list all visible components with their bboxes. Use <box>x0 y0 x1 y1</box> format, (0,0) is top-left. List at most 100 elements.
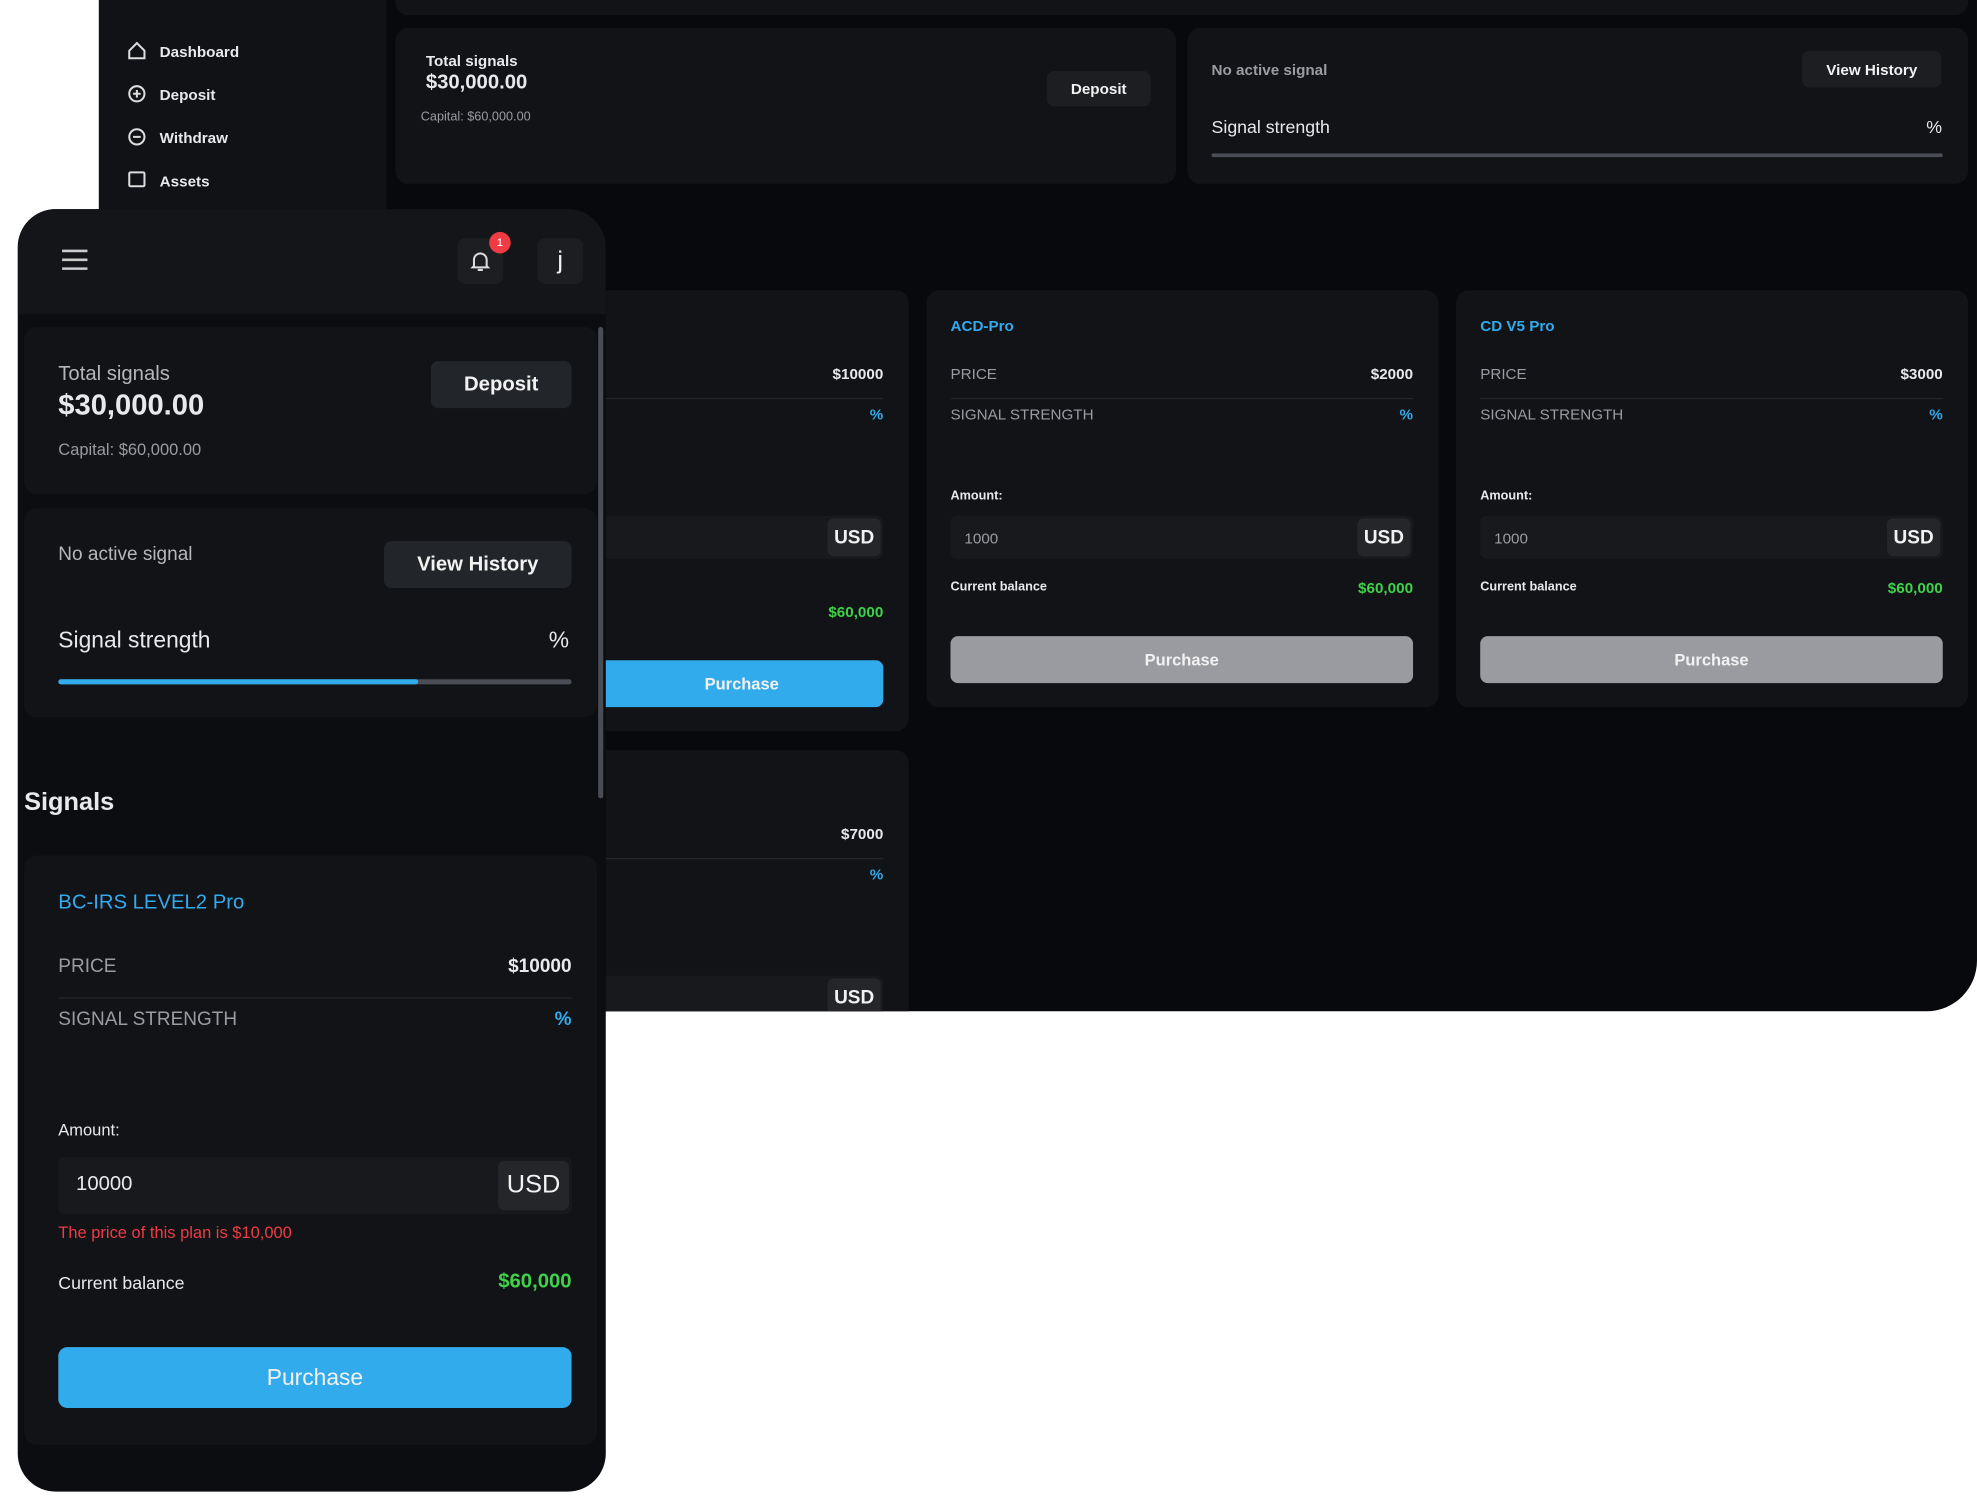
plan-card: BC-IRS LEVEL2 Pro PRICE $10000 SIGNAL ST… <box>24 855 597 1445</box>
divider <box>420 857 884 860</box>
notification-button[interactable] <box>457 238 504 284</box>
nav-icons <box>128 41 146 188</box>
plan-card: ACD-Pro PRICE $2000 SIGNAL STRENGTH % Am… <box>926 290 1439 708</box>
balance-card: Total signals $30,000.00 Capital: $60,00… <box>395 27 1177 184</box>
nav-item[interactable]: Dashboard <box>159 43 240 61</box>
capital: Capital: $60,000.00 <box>420 110 531 125</box>
balance-label: Current balance <box>58 1272 185 1293</box>
deposit-button[interactable]: Deposit <box>1046 70 1151 107</box>
balance-card: Total signals $30,000.00 Capital: $60,00… <box>24 326 597 495</box>
strength-value: % <box>548 627 570 653</box>
strength-label: SIGNAL STRENGTH <box>58 1008 238 1031</box>
nav-item[interactable]: Assets <box>159 172 210 191</box>
currency-label: USD <box>834 986 875 1009</box>
avatar-letter: j <box>557 246 563 275</box>
strength: % <box>869 405 884 424</box>
price: $2000 <box>1370 364 1414 383</box>
currency: USD <box>1887 518 1941 557</box>
price-label: PRICE <box>1480 364 1527 383</box>
plan-name: ACD-Pro <box>950 316 1014 335</box>
price: $3000 <box>1900 364 1943 383</box>
balance-label: Current balance <box>950 580 1047 595</box>
amount: $30,000.00 <box>425 72 528 94</box>
divider <box>420 397 884 400</box>
scrollbar <box>598 326 604 799</box>
progress <box>58 679 572 685</box>
bell-icon <box>470 252 491 271</box>
amount-input[interactable] <box>950 515 1414 559</box>
mobile-screen: 1 j Total signals $30,000.00 Capital: $6… <box>17 209 606 1492</box>
divider <box>58 997 572 999</box>
currency: USD <box>827 518 881 557</box>
header: 1 j <box>17 209 606 315</box>
price: $10000 <box>832 364 884 383</box>
plan-name: CD V5 Pro <box>1480 316 1555 335</box>
button-label: Purchase <box>704 674 779 694</box>
currency-label: USD <box>1363 526 1404 549</box>
amount: $30,000.00 <box>58 387 205 421</box>
capital: Capital: $60,000.00 <box>58 439 202 459</box>
history-button[interactable]: View History <box>383 541 572 589</box>
purchase-button[interactable]: Purchase <box>58 1347 572 1408</box>
button-label: Purchase <box>1144 650 1219 670</box>
deposit-button[interactable]: Deposit <box>430 361 572 409</box>
strength: % <box>554 1008 572 1031</box>
nav-item[interactable]: Deposit <box>159 86 216 104</box>
price: $7000 <box>841 825 884 843</box>
button-label: Purchase <box>266 1364 364 1390</box>
purchase-button[interactable]: Purchase <box>950 636 1414 684</box>
plan-name: BC-IRS LEVEL2 Pro <box>58 892 245 914</box>
strength-label: SIGNAL STRENGTH <box>950 405 1094 424</box>
placeholder: 1000 <box>1494 529 1528 548</box>
error: The price of this plan is $10,000 <box>58 1222 292 1242</box>
status: No active signal <box>1211 60 1328 79</box>
button-label: View History <box>1826 60 1918 78</box>
price: $10000 <box>508 955 572 978</box>
purchase-button[interactable]: Purchase <box>1480 636 1943 684</box>
strength: % <box>1929 405 1943 424</box>
currency: USD <box>1357 518 1411 557</box>
amount-label: Amount: <box>950 489 1003 504</box>
button-label: Purchase <box>1674 650 1749 670</box>
strength-label: SIGNAL STRENGTH <box>1480 405 1624 424</box>
amount-label: Amount: <box>1480 489 1533 504</box>
signal-card: No active signal View History Signal str… <box>1187 27 1969 184</box>
top-card <box>395 0 1969 16</box>
button-label: Deposit <box>464 373 539 395</box>
menu-icon[interactable] <box>61 248 89 271</box>
strength-label: Signal strength <box>1211 116 1330 137</box>
progress <box>1211 153 1943 158</box>
amount-input[interactable] <box>1480 515 1943 559</box>
balance: $60,000 <box>498 1271 572 1293</box>
divider <box>950 397 1414 400</box>
label: Total signals <box>425 51 518 70</box>
strength: % <box>1399 405 1414 424</box>
nav-item[interactable]: Withdraw <box>159 129 228 148</box>
button-label: Deposit <box>1070 79 1127 98</box>
history-button[interactable]: View History <box>1802 50 1942 88</box>
label: Total signals <box>58 363 170 386</box>
amount: 10000 <box>76 1173 133 1196</box>
balance: $60,000 <box>1887 579 1943 597</box>
currency-label: USD <box>1893 526 1934 549</box>
placeholder: 1000 <box>964 529 999 548</box>
desktop-screen: Dashboard Deposit Withdraw Assets Total … <box>98 0 1977 1012</box>
button-label: View History <box>417 553 539 575</box>
strength-label: Signal strength <box>58 627 211 653</box>
amount-label: Amount: <box>58 1120 120 1140</box>
signal-card: No active signal View History Signal str… <box>24 508 597 718</box>
section-title: Signals <box>24 788 115 817</box>
amount-input[interactable] <box>58 1157 572 1215</box>
plan-card: CD V5 Pro PRICE $3000 SIGNAL STRENGTH % … <box>1456 290 1969 708</box>
currency-label: USD <box>506 1170 561 1199</box>
avatar[interactable]: j <box>537 238 583 284</box>
divider <box>1480 397 1943 400</box>
price-label: PRICE <box>950 364 997 383</box>
strength: % <box>869 865 884 884</box>
currency: USD <box>498 1160 570 1211</box>
notification-badge: 1 <box>489 231 511 254</box>
balance-label: Current balance <box>1480 580 1577 595</box>
balance: $60,000 <box>828 603 884 621</box>
